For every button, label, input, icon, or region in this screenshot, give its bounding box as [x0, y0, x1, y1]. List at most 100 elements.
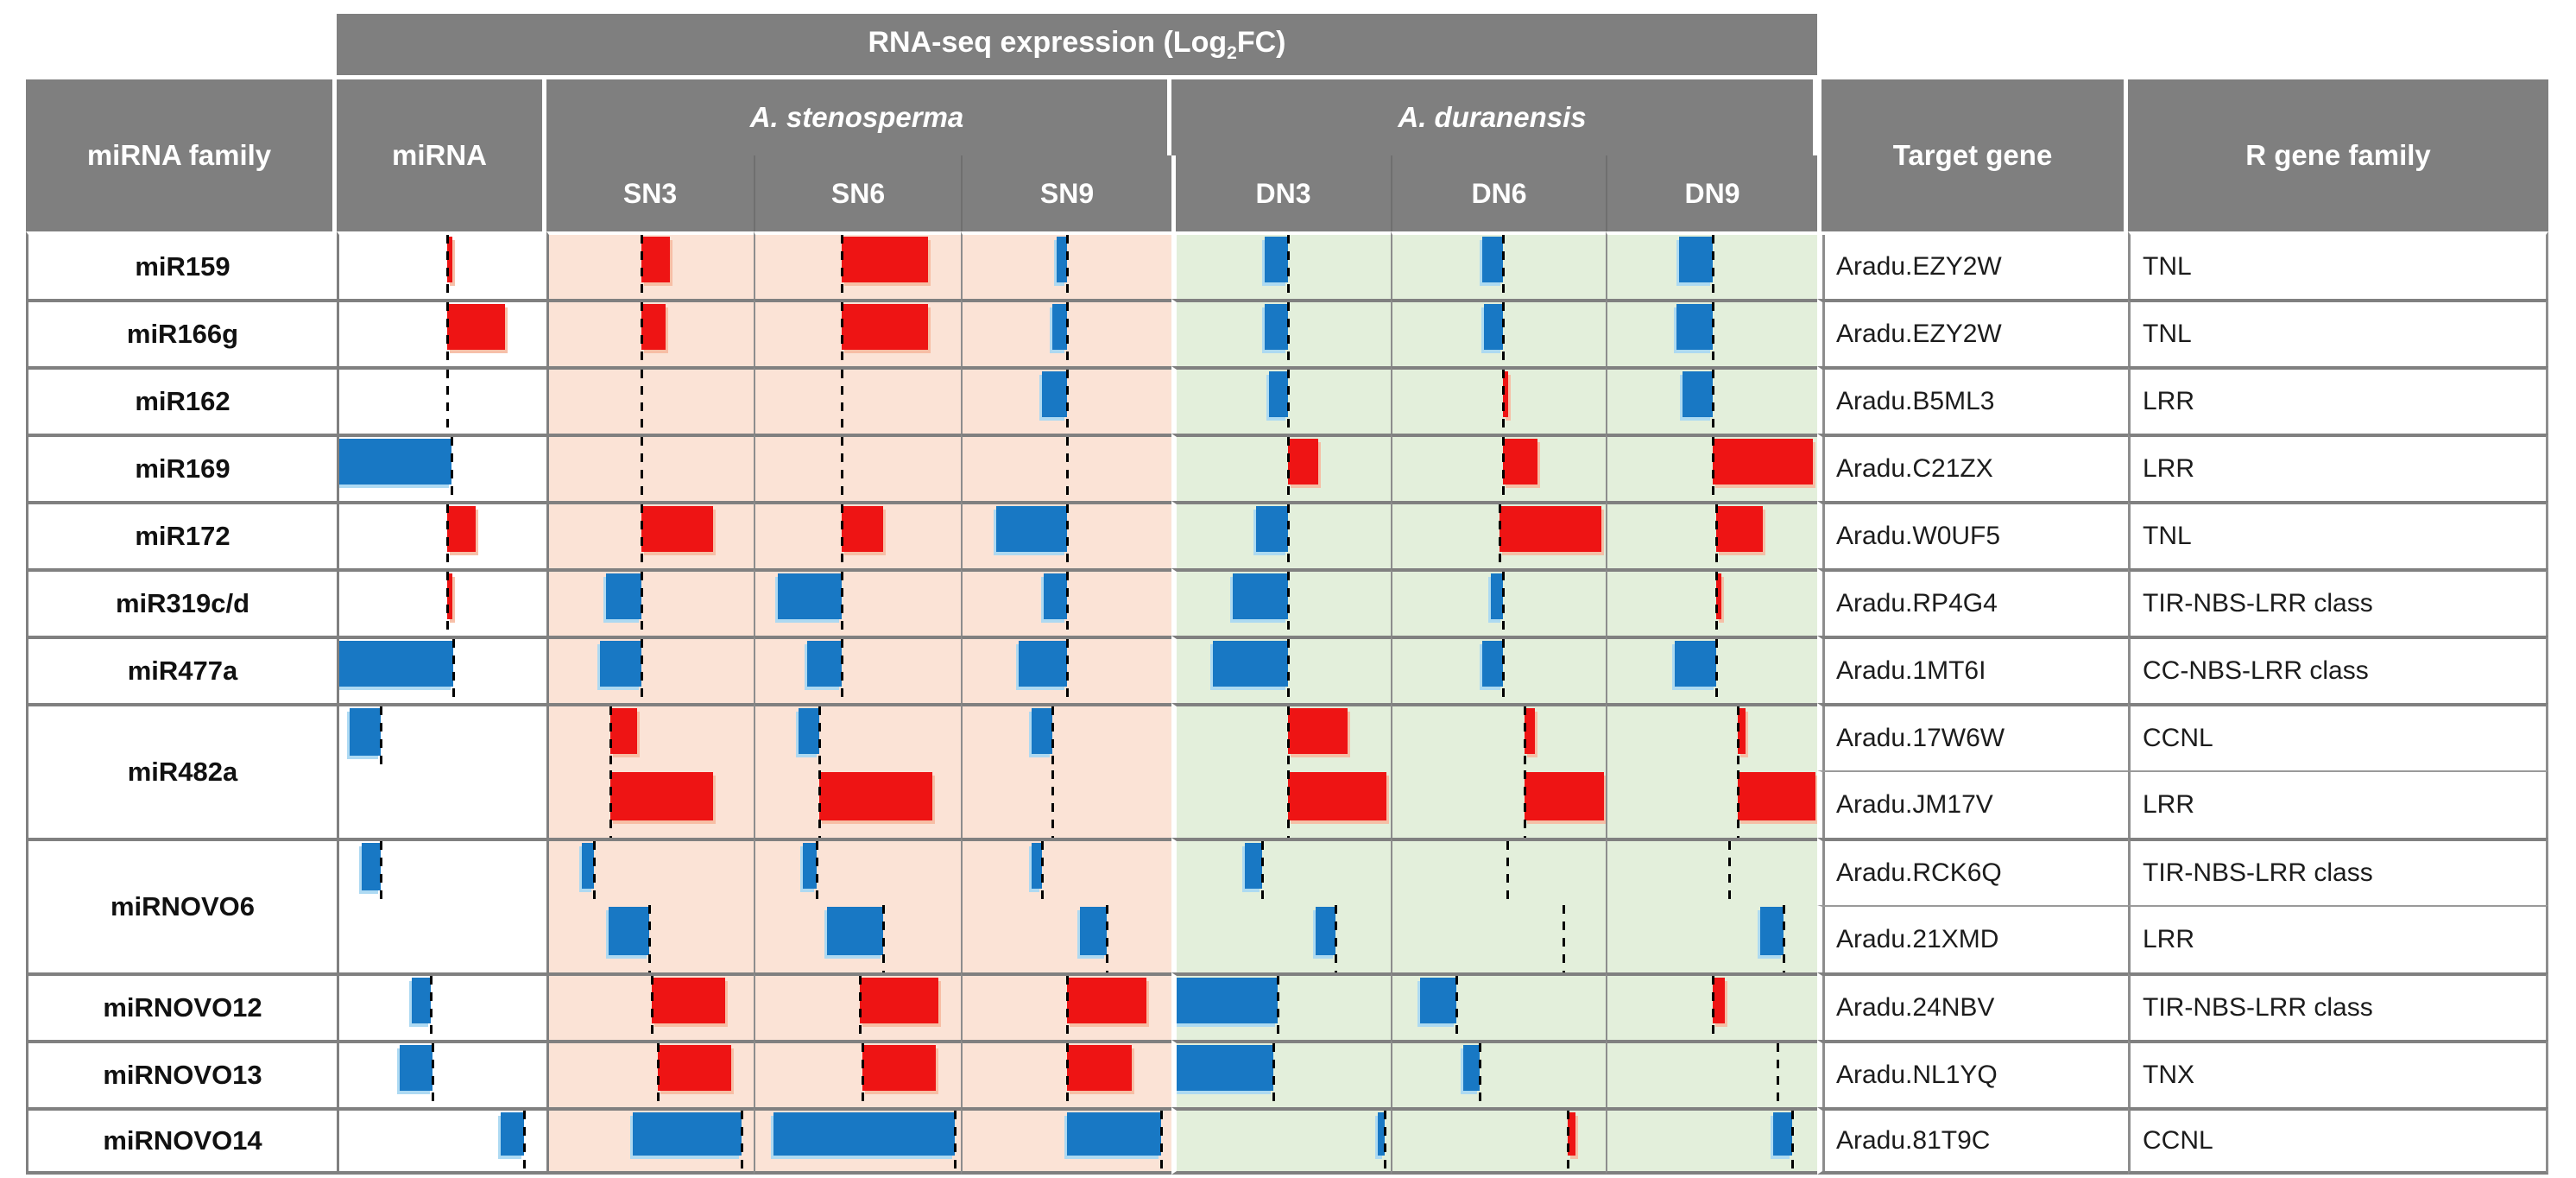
- target-gene-cell: Aradu.21XMD: [1817, 905, 2128, 972]
- zero-axis-line: [1272, 1043, 1275, 1107]
- mini-bar-chart: [755, 235, 961, 299]
- zero-axis-line: [1066, 976, 1069, 1040]
- mini-bar-chart: [1607, 504, 1817, 568]
- zero-axis-line: [953, 1111, 957, 1171]
- expression-bar-cell-sn6: [754, 299, 961, 366]
- mini-bar-chart: [549, 572, 754, 636]
- upregulated-bar: [446, 237, 452, 283]
- downregulated-bar: [1760, 907, 1784, 956]
- downregulated-bar: [1678, 237, 1713, 283]
- mini-bar-chart: [1392, 235, 1606, 299]
- mirna-bar-cell: [337, 1107, 546, 1175]
- zero-axis-line: [816, 841, 819, 905]
- upregulated-bar: [1287, 772, 1387, 821]
- zero-axis-line: [840, 504, 843, 568]
- expression-bar-cell-dn3: [1171, 838, 1391, 905]
- downregulated-bar: [501, 1112, 524, 1156]
- zero-axis-line: [1051, 770, 1055, 838]
- mini-bar-chart: [1392, 770, 1606, 838]
- expression-bar-cell-sn9: [961, 905, 1171, 972]
- expression-bar-cell-sn3: [546, 501, 754, 568]
- r-gene-family-cell: CCNL: [2128, 1107, 2548, 1175]
- zero-axis-line: [380, 706, 382, 772]
- zero-axis-line: [1524, 706, 1527, 770]
- expression-bar-cell-sn3: [546, 568, 754, 636]
- zero-axis-line: [445, 504, 449, 568]
- target-gene-cell: Aradu.RP4G4: [1817, 568, 2128, 636]
- downregulated-bar: [1316, 907, 1335, 956]
- downregulated-bar: [806, 641, 842, 687]
- upregulated-bar: [657, 1045, 731, 1092]
- expression-bar-cell-sn3: [546, 231, 754, 299]
- downregulated-bar: [581, 843, 595, 890]
- expression-bar-cell-dn9: [1606, 770, 1817, 838]
- mini-bar-chart: [549, 976, 754, 1040]
- mirna-bar-cell: [337, 568, 546, 636]
- downregulated-bar: [399, 1045, 432, 1092]
- mini-bar-chart: [1177, 437, 1391, 501]
- expression-bar-cell-dn6: [1391, 636, 1606, 703]
- mini-bar-chart: [339, 1043, 546, 1107]
- zero-axis-line: [1711, 302, 1714, 366]
- zero-axis-line: [1715, 504, 1719, 568]
- mini-bar-chart: [1607, 639, 1817, 703]
- downregulated-bar: [1052, 304, 1067, 351]
- expression-bar-cell-dn3: [1171, 366, 1391, 434]
- downregulated-bar: [1420, 978, 1457, 1024]
- zero-axis-line: [818, 770, 821, 838]
- zero-axis-line: [1711, 370, 1714, 434]
- mini-bar-chart: [1607, 437, 1817, 501]
- mini-bar-chart: [1392, 706, 1606, 770]
- zero-axis-line: [1783, 905, 1786, 972]
- zero-axis-line: [1286, 370, 1290, 434]
- downregulated-bar: [798, 708, 819, 755]
- expression-bar-cell-sn3: [546, 434, 754, 501]
- mini-bar-chart: [1392, 504, 1606, 568]
- upregulated-bar: [1503, 371, 1509, 418]
- upregulated-bar: [841, 237, 928, 283]
- zero-axis-line: [1261, 841, 1265, 905]
- zero-axis-line: [1727, 841, 1731, 905]
- upregulated-bar: [1503, 439, 1537, 485]
- downregulated-bar: [1490, 573, 1504, 620]
- mini-bar-chart: [1177, 235, 1391, 299]
- expression-bar-cell-sn3: [546, 770, 754, 838]
- mini-bar-chart: [755, 572, 961, 636]
- zero-axis-line: [650, 976, 653, 1040]
- sample-header-sn3: SN3: [546, 155, 754, 231]
- zero-axis-line: [818, 706, 821, 770]
- mini-bar-chart: [963, 370, 1171, 434]
- sample-header-sn6: SN6: [754, 155, 961, 231]
- downregulated-bar: [802, 843, 818, 890]
- banner-text: RNA-seq expression (Log2FC): [868, 25, 1286, 63]
- expression-bar-cell-dn6: [1391, 770, 1606, 838]
- expression-bar-cell-dn9: [1606, 703, 1817, 770]
- zero-axis-line: [1715, 639, 1719, 703]
- expression-bar-cell-sn9: [961, 1040, 1171, 1107]
- mini-bar-chart: [1177, 639, 1391, 703]
- zero-axis-line: [648, 905, 652, 972]
- r-gene-family-cell: CCNL: [2128, 703, 2548, 770]
- mini-bar-chart: [1607, 841, 1817, 905]
- upregulated-bar: [818, 772, 932, 821]
- expression-bar-cell-sn6: [754, 568, 961, 636]
- target-gene-cell: Aradu.81T9C: [1817, 1107, 2128, 1175]
- zero-axis-line: [445, 302, 449, 366]
- downregulated-bar: [1481, 237, 1504, 283]
- mini-bar-chart: [549, 302, 754, 366]
- mini-bar-chart: [1392, 370, 1606, 434]
- expression-bar-cell-dn3: [1171, 1040, 1391, 1107]
- zero-axis-line: [1736, 706, 1739, 770]
- mini-bar-chart: [755, 639, 961, 703]
- expression-bar-cell-sn9: [961, 770, 1171, 838]
- downregulated-bar: [1481, 641, 1504, 687]
- mini-bar-chart: [339, 572, 546, 636]
- zero-axis-line: [640, 437, 643, 501]
- r-gene-family-cell: TIR-NBS-LRR class: [2128, 568, 2548, 636]
- zero-axis-line: [881, 905, 885, 972]
- mini-bar-chart: [755, 370, 961, 434]
- zero-axis-line: [1736, 770, 1739, 838]
- expression-bar-cell-sn9: [961, 636, 1171, 703]
- expression-bar-cell-sn6: [754, 501, 961, 568]
- expression-bar-cell-sn3: [546, 299, 754, 366]
